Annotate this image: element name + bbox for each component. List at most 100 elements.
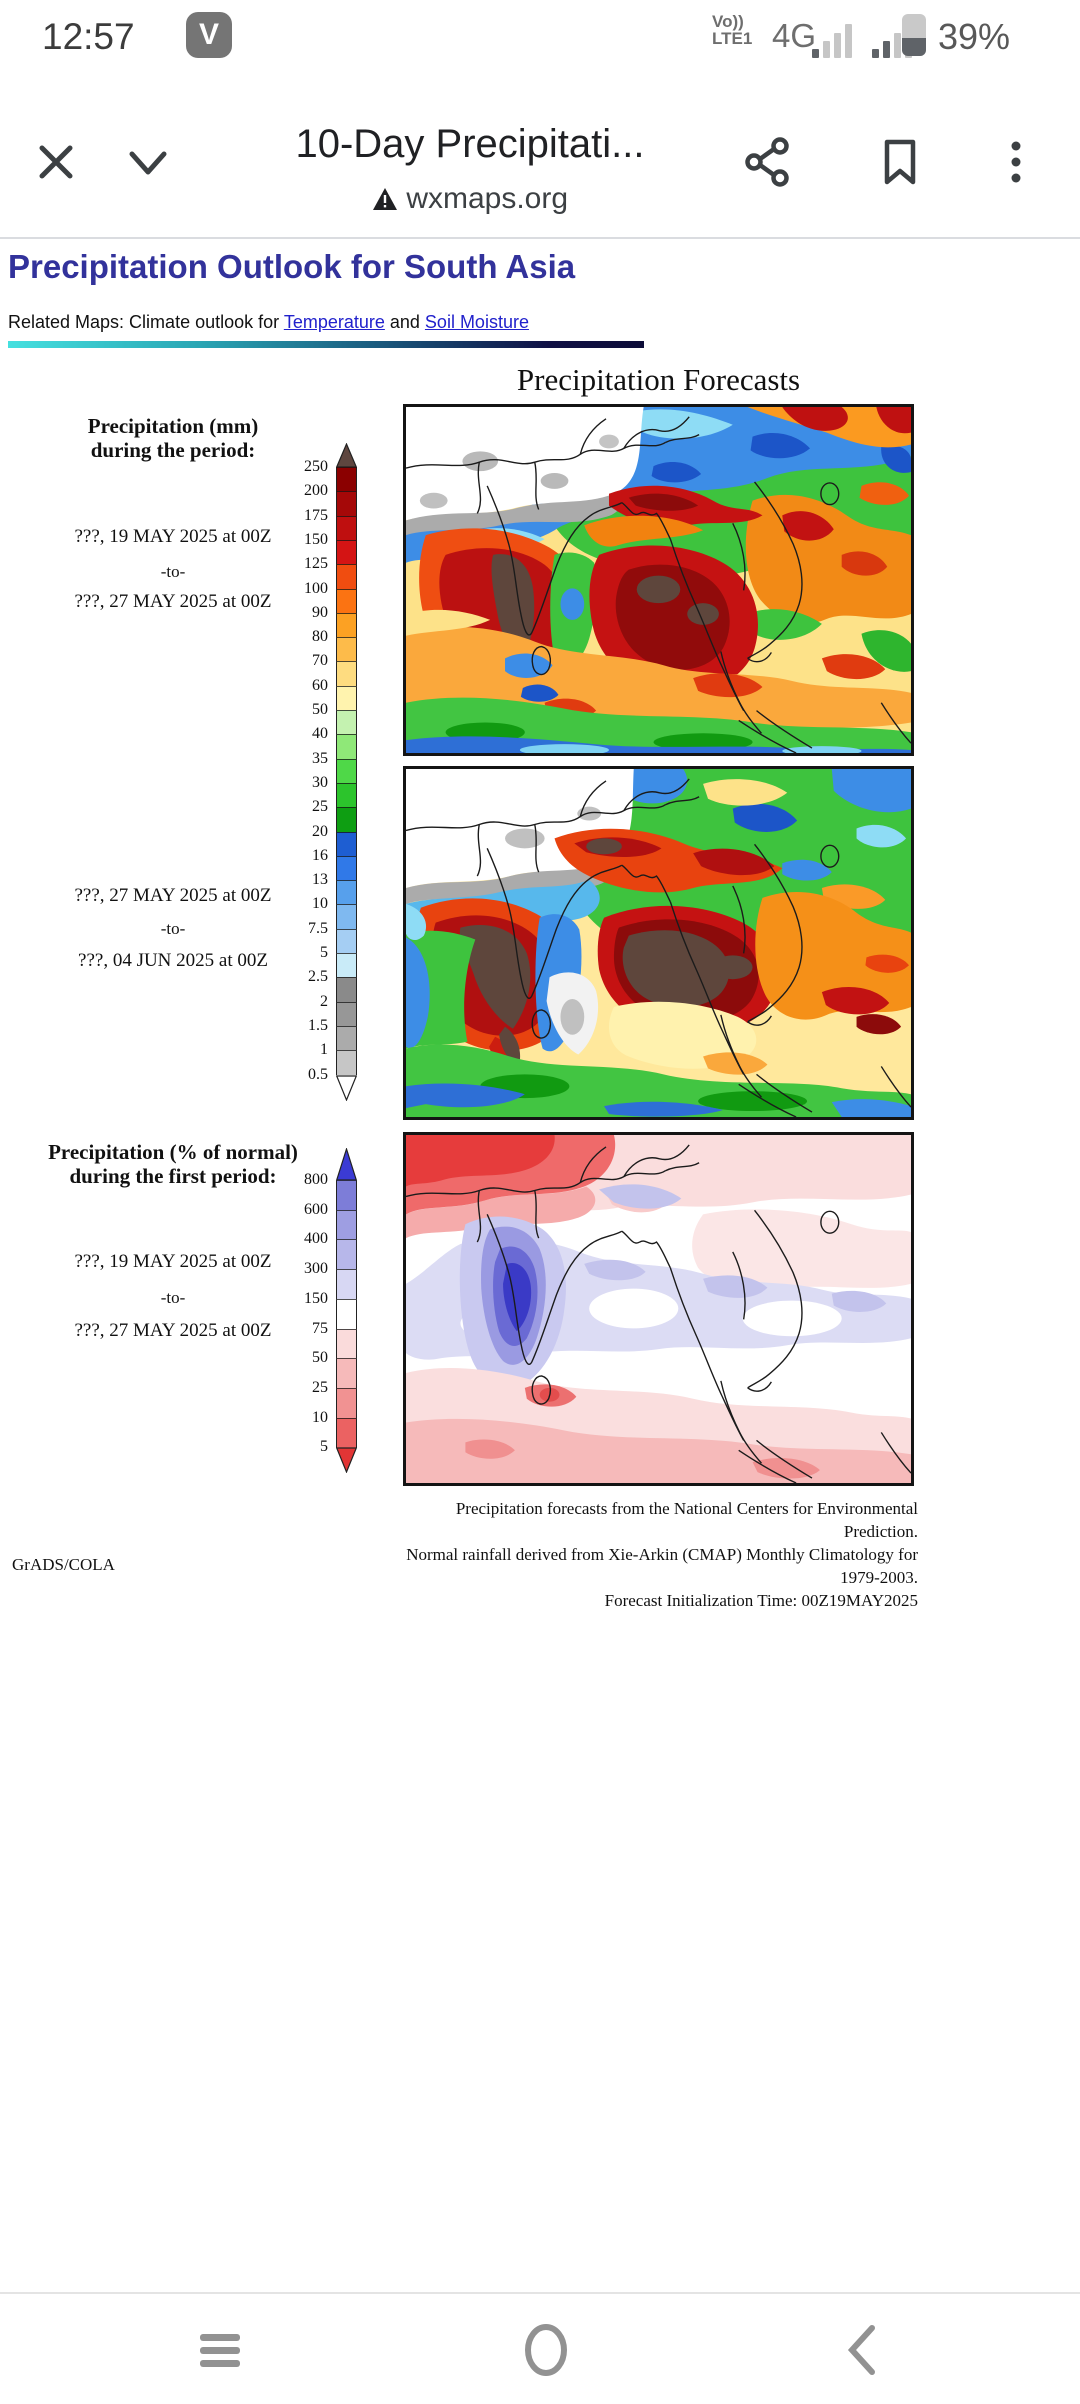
notification-app-icon: V — [186, 12, 232, 58]
colorbar-tick-label: 300 — [304, 1260, 328, 1278]
colorbar-segment — [336, 1025, 357, 1052]
soil-moisture-link[interactable]: Soil Moisture — [424, 312, 529, 332]
chevron-down-icon[interactable] — [120, 134, 176, 190]
colorbar-segment — [336, 637, 357, 663]
battery-icon — [902, 14, 926, 56]
clock: 12:57 — [42, 16, 135, 57]
colorbar-tick-label: 0.5 — [308, 1065, 328, 1083]
colorbar-segment — [336, 807, 357, 833]
toolbar-divider — [0, 237, 1080, 239]
colorbar-tick-label: 400 — [304, 1230, 328, 1248]
home-button[interactable] — [516, 2320, 576, 2380]
kebab-menu-icon[interactable] — [988, 134, 1044, 190]
colorbar-segment — [336, 515, 357, 541]
colorbar-tick-label: 1.5 — [308, 1016, 328, 1034]
precip-map-period1 — [403, 404, 914, 756]
temperature-link[interactable]: Temperature — [283, 312, 385, 332]
back-button[interactable] — [832, 2320, 892, 2380]
period3-separator: -to- — [160, 1288, 186, 1307]
colorbar-segment — [336, 831, 357, 857]
colorbar-segment — [336, 612, 357, 639]
colorbar-segment — [336, 661, 357, 687]
colorbar-segment — [336, 855, 357, 882]
colorbar-segment — [336, 1209, 357, 1241]
colorbar-tick-label: 600 — [304, 1200, 328, 1218]
panel3-label: Precipitation (% of normal) during the f… — [48, 1140, 298, 1188]
related-maps-line: Related Maps: Climate outlook for Temper… — [8, 312, 529, 333]
colorbar-segment — [336, 953, 357, 979]
period2-separator: -to- — [160, 919, 186, 938]
colorbar-segment — [336, 1298, 357, 1330]
colorbar-segment — [336, 977, 357, 1003]
colorbar-mm: 250 200 175 150 125 100 90 80 70 60 50 40 35 30 25 20 16… — [304, 443, 357, 1103]
colorbar-segment — [336, 1358, 357, 1389]
colorbar-bottom-arrow — [336, 1447, 357, 1474]
battery-percent: 39% — [938, 16, 1011, 57]
share-icon[interactable] — [740, 134, 796, 190]
colorbar-segment — [336, 1180, 357, 1211]
colorbar-segment — [336, 467, 357, 493]
android-nav-bar — [0, 2292, 1080, 2404]
colorbar-tick-label: 16 — [312, 846, 328, 864]
period2-end: ???, 04 JUN 2025 at 00Z — [78, 950, 268, 971]
colorbar-tick-label: 175 — [304, 506, 328, 524]
colorbar-segment — [336, 685, 357, 711]
site-domain: wxmaps.org — [406, 182, 569, 215]
colorbar-tick-label: 2 — [320, 992, 328, 1010]
colorbar-tick-label: 800 — [304, 1171, 328, 1188]
colorbar-tick-label: 30 — [312, 773, 328, 791]
colorbar-tick-label: 5 — [320, 1438, 328, 1456]
colorbar-tick-label: 150 — [304, 1289, 328, 1307]
colorbar-segment — [336, 758, 357, 784]
caption-line-2: Normal rainfall derived from Xie-Arkin (… — [406, 1545, 918, 1587]
period2-start: ???, 27 MAY 2025 at 00Z — [74, 885, 272, 906]
figure-caption: Precipitation forecasts from the Nationa… — [380, 1497, 918, 1612]
colorbar-tick-label: 250 — [304, 458, 328, 475]
colorbar-tick-label: 80 — [312, 628, 328, 646]
period3-end: ???, 27 MAY 2025 at 00Z — [74, 1320, 272, 1341]
colorbar-segment — [336, 588, 357, 614]
warning-icon — [372, 188, 397, 210]
colorbar-percent-normal: 800 600 400 300 150 75 50 25 10 5 — [304, 1148, 357, 1482]
browser-toolbar: 10-Day Precipitati... wxmaps.org — [0, 70, 1080, 238]
colorbar-tick-label: 2.5 — [308, 968, 328, 986]
close-icon[interactable] — [28, 134, 84, 190]
colorbar-segment — [336, 734, 357, 760]
colorbar-segment — [336, 928, 357, 954]
network-type-label: 4G — [772, 17, 817, 54]
colorbar-tick-label: 13 — [312, 871, 328, 889]
colorbar-segment — [336, 491, 357, 517]
colorbar-segment — [336, 1239, 357, 1271]
caption-line-3: Forecast Initialization Time: 00Z19MAY20… — [604, 1591, 918, 1610]
colorbar-segment — [336, 710, 357, 736]
bookmark-icon[interactable] — [872, 134, 928, 190]
article-heading: Precipitation Outlook for South Asia — [8, 248, 576, 285]
grads-credit: GrADS/COLA — [12, 1555, 115, 1574]
page-title: 10-Day Precipitati... — [295, 122, 645, 166]
colorbar-segment — [336, 1328, 357, 1360]
colorbar-tick-label: 200 — [304, 482, 328, 500]
colorbar-tick-label: 150 — [304, 530, 328, 548]
colorbar-tick-label: 25 — [312, 798, 328, 816]
colorbar-segment — [336, 564, 357, 590]
colorbar-tick-label: 20 — [312, 822, 328, 840]
colorbar-tick-label: 50 — [312, 1349, 328, 1367]
colorbar-tick-label: 125 — [304, 555, 328, 573]
recents-button[interactable] — [200, 2320, 260, 2388]
colorbar-segment — [336, 1269, 357, 1300]
colorbar-tick-label: 40 — [312, 725, 328, 743]
colorbar-segment — [336, 880, 357, 906]
colorbar-tick-label: 5 — [320, 944, 328, 961]
period1-separator: -to- — [160, 562, 186, 581]
colorbar-top-arrow — [336, 443, 357, 467]
colorbar-tick-label: 35 — [312, 749, 328, 767]
period1-end: ???, 27 MAY 2025 at 00Z — [74, 591, 272, 612]
colorbar-segment — [336, 1417, 357, 1449]
url-bar[interactable]: wxmaps.org — [240, 182, 700, 216]
period3-start: ???, 19 MAY 2025 at 00Z — [74, 1251, 272, 1272]
colorbar-top-arrow — [336, 1148, 357, 1180]
period1-start: ???, 19 MAY 2025 at 00Z — [74, 526, 272, 547]
figure-title: Precipitation Forecasts — [516, 362, 801, 397]
colorbar-bottom-arrow — [336, 1074, 357, 1101]
